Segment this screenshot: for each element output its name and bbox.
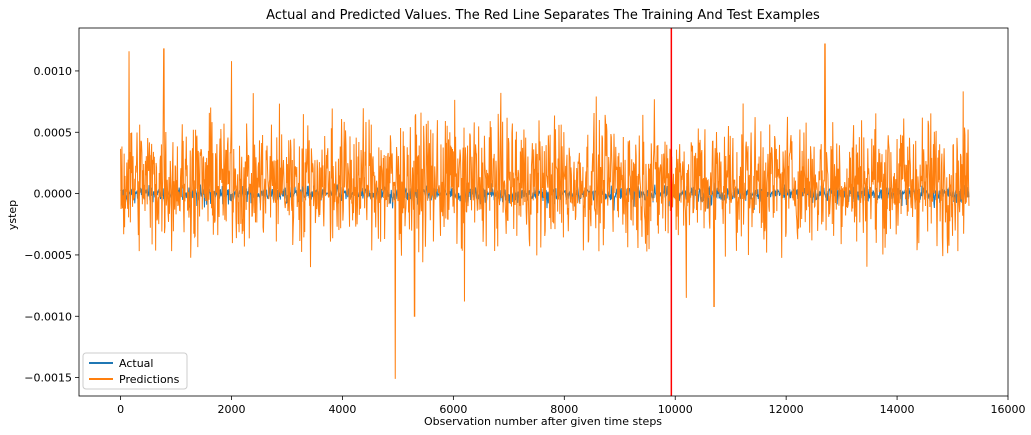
legend-label-predictions: Predictions [119,373,180,386]
y-tick-label: −0.0005 [24,249,72,262]
y-axis: −0.0015 −0.0010 −0.0005 0.0000 0.0005 0.0010 [24,65,79,385]
y-tick-label: 0.0005 [34,126,73,139]
x-tick-label: 4000 [328,403,356,416]
x-tick-label: 8000 [550,403,578,416]
x-tick-label: 12000 [769,403,804,416]
y-tick-label: −0.0010 [24,310,72,323]
y-axis-label: ystep [6,200,19,230]
y-tick-label: −0.0015 [24,372,72,385]
plot-area [78,27,1009,397]
x-tick-label: 0 [117,403,124,416]
x-tick-label: 14000 [880,403,915,416]
x-tick-label: 2000 [218,403,246,416]
axes-frame [78,27,1009,397]
x-axis: 0 2000 4000 6000 8000 10000 12000 14000 16000 [117,396,1026,416]
legend-label-actual: Actual [119,357,153,370]
chart-title: Actual and Predicted Values. The Red Lin… [266,8,820,23]
y-tick-label: 0.0000 [34,188,73,201]
x-tick-label: 6000 [439,403,467,416]
legend: Actual Predictions [82,352,188,390]
x-tick-label: 10000 [658,403,693,416]
x-axis-label: Observation number after given time step… [424,415,662,428]
x-tick-label: 16000 [991,403,1026,416]
series-line-predictions [120,43,970,379]
y-tick-label: 0.0010 [34,65,73,78]
